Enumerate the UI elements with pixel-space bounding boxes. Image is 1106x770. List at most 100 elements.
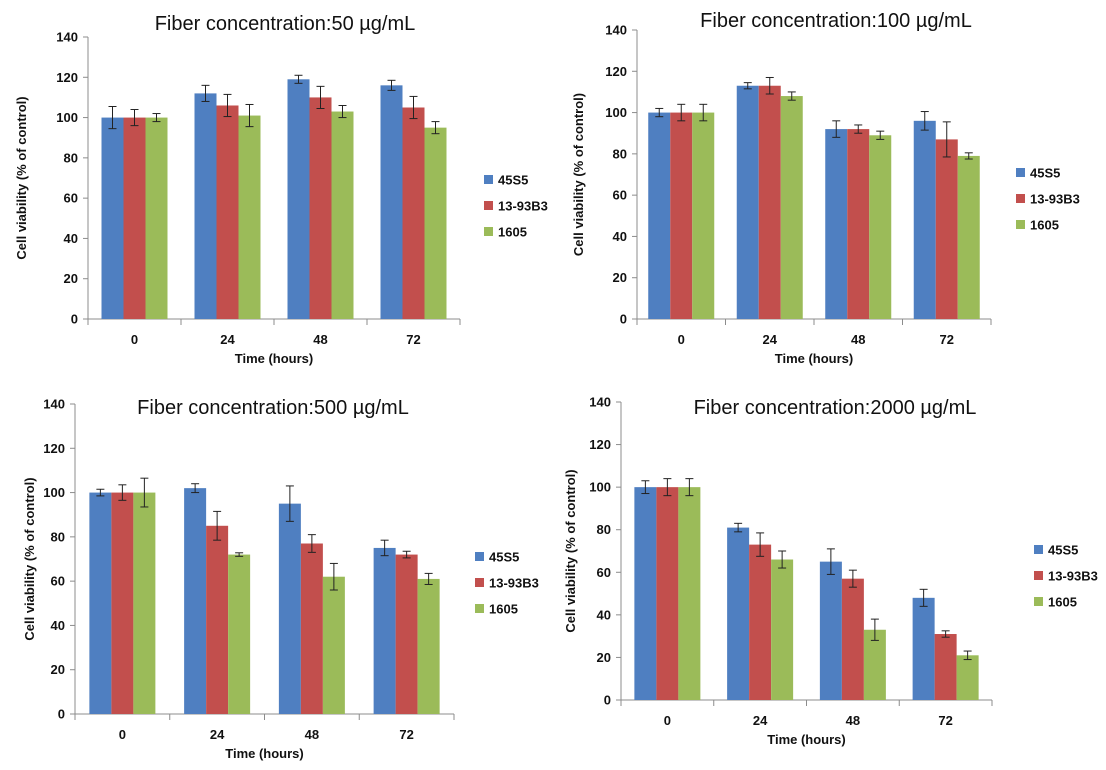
error-bar-13-93B3-72h bbox=[402, 550, 411, 559]
error-bar-45S5-0h bbox=[655, 107, 664, 118]
y-tick-label: 120 bbox=[589, 437, 611, 452]
y-tick-label: 80 bbox=[64, 150, 78, 165]
bar-1605-48h bbox=[331, 111, 354, 320]
bar-13-93B3-0h bbox=[670, 112, 693, 319]
x-tick-label: 72 bbox=[406, 332, 420, 347]
bar-13-93B3-24h bbox=[206, 525, 229, 714]
legend-swatch-45S5 bbox=[1034, 545, 1043, 554]
y-tick-label: 60 bbox=[64, 191, 78, 206]
x-axis-label: Time (hours) bbox=[775, 351, 854, 366]
y-axis-label: Cell viability (% of control) bbox=[22, 477, 37, 640]
legend-label-1605: 1605 bbox=[1030, 218, 1059, 233]
bar-45S5-24h bbox=[727, 527, 750, 700]
legend-label-1605: 1605 bbox=[489, 602, 518, 617]
y-tick-label: 120 bbox=[605, 64, 627, 79]
error-bar-45S5-72h bbox=[387, 79, 396, 91]
legend-swatch-13-93B3 bbox=[1034, 571, 1043, 580]
y-tick-label: 60 bbox=[597, 565, 611, 580]
y-tick-label: 60 bbox=[51, 574, 65, 589]
bar-1605-72h bbox=[424, 127, 447, 320]
x-axis-label: Time (hours) bbox=[235, 351, 314, 366]
bar-1605-48h bbox=[322, 576, 345, 714]
error-bar-13-93B3-48h bbox=[307, 534, 316, 553]
bar-1605-72h bbox=[957, 155, 980, 319]
error-bar-45S5-24h bbox=[743, 82, 752, 90]
bar-45S5-48h bbox=[819, 561, 842, 700]
y-tick-label: 20 bbox=[51, 662, 65, 677]
chart-title: Fiber concentration:2000 µg/mL bbox=[694, 397, 977, 419]
error-bar-1605-72h bbox=[424, 572, 433, 585]
legend-label-1605: 1605 bbox=[498, 225, 527, 240]
x-tick-label: 72 bbox=[938, 713, 952, 728]
bar-1605-72h bbox=[417, 578, 440, 714]
bar-1605-24h bbox=[228, 554, 251, 714]
bar-13-93B3-0h bbox=[656, 487, 679, 700]
x-tick-label: 0 bbox=[678, 332, 685, 347]
error-bar-13-93B3-72h bbox=[941, 630, 950, 638]
error-bar-13-93B3-0h bbox=[130, 109, 139, 127]
error-bar-45S5-24h bbox=[734, 522, 743, 533]
x-tick-label: 48 bbox=[305, 727, 319, 742]
error-bar-1605-48h bbox=[876, 130, 885, 140]
error-bar-13-93B3-48h bbox=[854, 124, 863, 134]
error-bar-13-93B3-24h bbox=[765, 76, 774, 95]
bar-13-93B3-48h bbox=[847, 129, 870, 319]
x-tick-label: 48 bbox=[846, 713, 860, 728]
y-tick-label: 100 bbox=[605, 105, 627, 120]
chart-500: Fiber concentration:500 µg/mL 0 20 40 60 80 10… bbox=[22, 397, 539, 762]
bar-13-93B3-24h bbox=[216, 105, 239, 319]
y-tick-label: 120 bbox=[43, 441, 65, 456]
x-tick-label: 0 bbox=[664, 713, 671, 728]
x-tick-label: 48 bbox=[313, 332, 327, 347]
y-tick-label: 80 bbox=[51, 529, 65, 544]
error-bar-45S5-0h bbox=[641, 480, 650, 495]
y-tick-label: 20 bbox=[613, 270, 627, 285]
error-bar-45S5-72h bbox=[919, 588, 928, 607]
x-tick-label: 72 bbox=[940, 332, 954, 347]
chart-panel-100: Fiber concentration:100 µg/mL 0 20 40 60 80 10… bbox=[553, 0, 1106, 382]
y-tick-label: 40 bbox=[613, 229, 627, 244]
error-bar-1605-24h bbox=[245, 103, 254, 128]
bar-45S5-24h bbox=[194, 93, 217, 320]
bar-45S5-72h bbox=[913, 120, 936, 319]
bar-13-93B3-48h bbox=[309, 97, 332, 319]
legend-label-45S5: 45S5 bbox=[489, 550, 519, 565]
bar-45S5-48h bbox=[287, 79, 310, 319]
error-bar-45S5-0h bbox=[108, 105, 117, 130]
bar-45S5-0h bbox=[634, 487, 657, 700]
y-tick-label: 80 bbox=[613, 146, 627, 161]
y-tick-label: 0 bbox=[620, 312, 627, 327]
bar-13-93B3-72h bbox=[395, 554, 418, 714]
y-tick-label: 0 bbox=[58, 707, 65, 722]
legend: 45S5 13-93B3 1605 bbox=[475, 550, 539, 617]
bar-45S5-0h bbox=[89, 492, 112, 714]
error-bar-13-93B3-24h bbox=[756, 532, 765, 557]
y-tick-label: 140 bbox=[589, 395, 611, 410]
y-tick-label: 140 bbox=[605, 23, 627, 38]
error-bar-1605-24h bbox=[787, 91, 796, 101]
legend-label-13-93B3: 13-93B3 bbox=[489, 576, 539, 591]
error-bar-13-93B3-48h bbox=[848, 569, 857, 588]
error-bar-13-93B3-48h bbox=[316, 85, 325, 110]
legend-swatch-13-93B3 bbox=[1016, 194, 1025, 203]
legend-label-1605: 1605 bbox=[1048, 595, 1077, 610]
bar-45S5-72h bbox=[912, 597, 935, 700]
bar-1605-48h bbox=[863, 629, 886, 700]
y-tick-label: 40 bbox=[597, 607, 611, 622]
chart-50: Fiber concentration:50 µg/mL 0 20 40 60 80 100… bbox=[14, 13, 548, 366]
x-tick-label: 24 bbox=[220, 332, 235, 347]
bar-13-93B3-72h bbox=[402, 107, 425, 319]
legend-swatch-1605 bbox=[1016, 220, 1025, 229]
chart-2000: Fiber concentration:2000 µg/mL 0 20 40 60 80 1… bbox=[563, 395, 1098, 748]
bar-45S5-24h bbox=[736, 85, 759, 319]
legend: 45S5 13-93B3 1605 bbox=[1034, 543, 1098, 610]
error-bar-45S5-24h bbox=[201, 84, 210, 102]
error-bar-1605-72h bbox=[964, 152, 973, 160]
error-bar-1605-72h bbox=[963, 650, 972, 661]
legend-swatch-13-93B3 bbox=[484, 201, 493, 210]
bar-13-93B3-48h bbox=[300, 543, 323, 714]
chart-panel-50: Fiber concentration:50 µg/mL 0 20 40 60 80 100… bbox=[0, 0, 553, 382]
y-tick-label: 140 bbox=[43, 397, 65, 412]
y-tick-label: 80 bbox=[597, 522, 611, 537]
bar-13-93B3-72h bbox=[934, 634, 957, 700]
